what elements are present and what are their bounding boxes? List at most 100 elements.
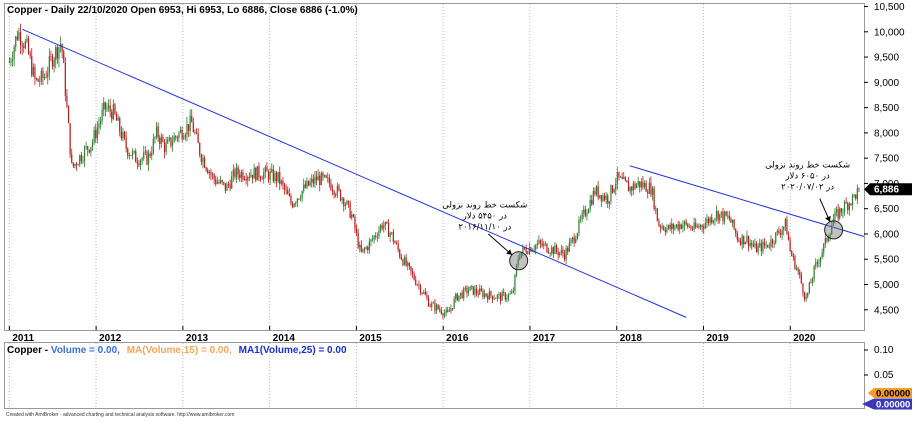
candle xyxy=(488,287,490,300)
candle xyxy=(218,179,220,185)
candle xyxy=(187,124,190,138)
candle xyxy=(405,253,407,267)
candle xyxy=(543,240,545,250)
candle xyxy=(607,193,609,208)
candle xyxy=(691,225,694,232)
annotation-2-line-2: در ۶۰۵۰ دلار xyxy=(784,171,830,181)
candle xyxy=(282,177,284,190)
candle xyxy=(639,181,641,193)
candle xyxy=(771,238,774,248)
ma25-legend: MA1(Volume,25) = 0.00 xyxy=(239,345,347,356)
candle xyxy=(555,243,558,255)
annotation-2-line-3: در ۲۰۲۰/۰۷/۰۲ xyxy=(781,182,834,192)
candle xyxy=(8,57,10,64)
candle xyxy=(655,205,657,215)
candle xyxy=(815,258,817,270)
candle xyxy=(43,73,46,81)
candle xyxy=(31,48,33,78)
x-tick-2019: 2019 xyxy=(706,333,729,344)
candle xyxy=(171,135,174,152)
candle xyxy=(383,220,385,233)
candle xyxy=(626,180,628,183)
candle xyxy=(482,288,484,300)
candle xyxy=(197,128,199,144)
candle xyxy=(397,240,399,253)
candle xyxy=(603,192,606,202)
candle xyxy=(128,152,130,160)
candle xyxy=(93,126,95,145)
candle xyxy=(312,174,314,188)
candle xyxy=(133,150,135,155)
candle xyxy=(445,306,447,317)
candle xyxy=(477,289,479,298)
candle xyxy=(301,190,303,203)
y-tick-1: 10,000 xyxy=(874,27,905,38)
candle xyxy=(768,242,770,250)
candle xyxy=(792,252,794,261)
candle xyxy=(659,224,662,233)
svg-text:0.00000: 0.00000 xyxy=(876,389,910,400)
candle xyxy=(122,127,124,142)
candle xyxy=(131,148,134,160)
candle xyxy=(599,195,601,199)
candle xyxy=(107,99,110,112)
candle xyxy=(707,216,710,226)
candle xyxy=(714,217,716,226)
candle xyxy=(75,161,78,171)
candle xyxy=(680,223,682,230)
candle xyxy=(727,210,729,220)
candle xyxy=(83,145,86,168)
time-axis: 2011 2012 2013 2014 2015 2016 2017 2018 2019 2020 xyxy=(8,326,816,344)
candle xyxy=(63,49,65,64)
candle xyxy=(245,172,247,185)
candle xyxy=(698,223,700,230)
candle xyxy=(451,308,454,311)
candle xyxy=(296,198,298,208)
candle xyxy=(778,226,780,235)
candle xyxy=(443,309,446,319)
candle xyxy=(299,194,302,202)
candle xyxy=(579,215,582,224)
candle xyxy=(672,222,674,235)
candle xyxy=(195,128,198,135)
candle xyxy=(27,35,30,55)
candle xyxy=(677,220,679,232)
candle xyxy=(527,250,529,255)
candle xyxy=(739,237,742,247)
candle xyxy=(837,203,839,222)
candle xyxy=(840,207,842,217)
candle xyxy=(775,232,777,245)
candle xyxy=(263,167,265,184)
y-tick-10: 5,500 xyxy=(874,255,899,266)
candle xyxy=(679,221,681,235)
candle xyxy=(429,303,431,308)
candle xyxy=(39,75,41,87)
candle xyxy=(202,154,204,169)
candle xyxy=(151,146,153,161)
candle xyxy=(229,179,231,192)
candle xyxy=(341,196,343,204)
candle xyxy=(277,171,279,184)
candle xyxy=(807,292,809,299)
candle xyxy=(512,287,514,294)
candle xyxy=(690,225,692,231)
candle xyxy=(85,141,87,150)
candle xyxy=(480,285,482,292)
candle xyxy=(431,301,433,311)
candle xyxy=(47,66,49,85)
candle xyxy=(552,246,554,259)
volume-header: Copper - Volume = 0.00, MA(Volume,15) = … xyxy=(7,345,347,356)
candle xyxy=(29,50,31,59)
candle xyxy=(504,291,506,302)
candle xyxy=(231,171,233,190)
candle xyxy=(467,286,470,296)
candle xyxy=(146,150,148,166)
volume-badge-1: 0.00000 xyxy=(868,388,912,400)
candle xyxy=(135,148,137,163)
y-tick-3: 9,000 xyxy=(874,78,899,89)
candle xyxy=(623,171,625,179)
candle xyxy=(354,214,356,234)
y-tick-6: 7,500 xyxy=(874,154,899,165)
candle xyxy=(608,200,610,210)
